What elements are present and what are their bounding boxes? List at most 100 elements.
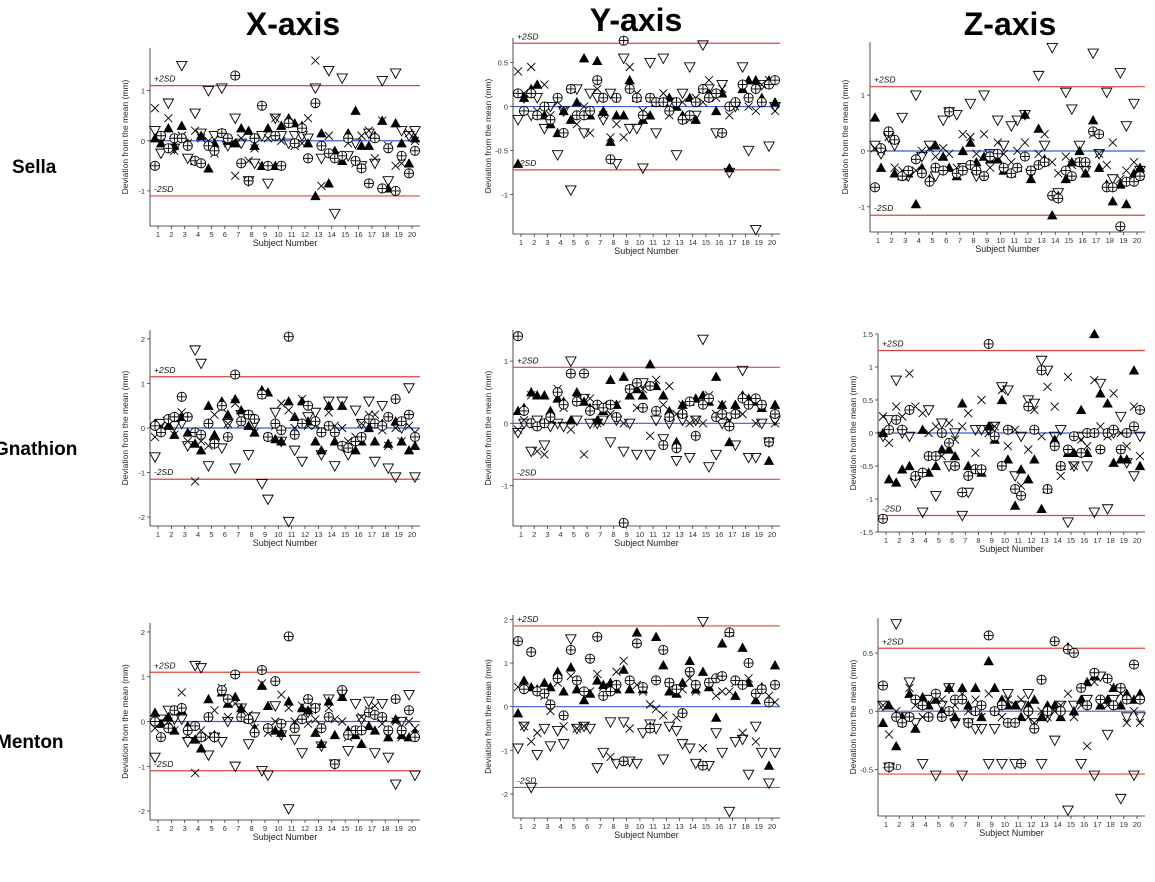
marker-open-triangle	[670, 726, 683, 737]
marker-circled-plus	[1039, 157, 1050, 168]
marker-circled-plus	[869, 182, 881, 193]
marker-filled-triangle	[904, 688, 915, 698]
marker-circled-plus	[743, 399, 754, 410]
marker-open-triangle	[644, 57, 657, 69]
x-tick-label: 19	[1120, 536, 1128, 545]
marker-cross	[658, 89, 668, 98]
marker-filled-triangle	[624, 74, 635, 85]
panel-sella-y-axis: -1-0.500.51 2 3 4 5 6 7 8 9 10 11 12 13 14 15 16 17 18 19 2…	[483, 31, 781, 256]
marker-cross	[619, 132, 629, 142]
x-tick-label: 4	[196, 824, 200, 833]
marker-filled-triangle	[323, 696, 334, 706]
marker-filled-triangle	[363, 720, 375, 731]
marker-cross	[1135, 451, 1145, 461]
marker-cross	[924, 428, 933, 438]
marker-cross	[210, 705, 219, 715]
marker-cross	[1108, 138, 1118, 147]
x-tick-label: 12	[301, 230, 309, 239]
marker-open-triangle	[1032, 70, 1045, 82]
marker-cross	[190, 477, 200, 486]
marker-circled-plus	[877, 680, 889, 691]
marker-circled-plus	[558, 710, 569, 721]
marker-open-triangle	[769, 747, 781, 759]
marker-circled-plus	[283, 631, 294, 642]
marker-circled-plus	[216, 400, 227, 411]
marker-circled-plus	[176, 133, 187, 144]
x-tick-label: 17	[728, 238, 736, 247]
marker-cross	[1063, 689, 1073, 699]
x-tick-label: 11	[288, 230, 296, 239]
marker-circled-plus	[910, 694, 921, 705]
marker-filled-triangle	[697, 666, 709, 676]
marker-cross	[997, 385, 1007, 395]
marker-circled-plus	[552, 673, 563, 684]
marker-filled-triangle	[350, 105, 361, 115]
marker-cross	[625, 724, 635, 733]
marker-filled-triangle	[539, 677, 550, 687]
marker-cross	[297, 701, 307, 711]
marker-filled-triangle	[363, 140, 375, 150]
marker-cross	[284, 703, 294, 713]
marker-filled-triangle	[189, 438, 201, 448]
x-tick-label: 5	[572, 530, 576, 539]
data-points	[149, 631, 421, 815]
marker-open-triangle	[636, 163, 649, 175]
marker-filled-triangle	[356, 738, 367, 749]
marker-filled-triangle	[356, 140, 367, 150]
marker-circled-plus	[944, 106, 955, 117]
marker-circled-plus	[671, 684, 682, 695]
marker-cross	[297, 138, 307, 148]
marker-filled-triangle	[970, 682, 981, 693]
marker-cross	[150, 103, 160, 113]
y-tick-label: -1	[501, 482, 508, 491]
marker-circled-plus	[763, 697, 775, 708]
marker-circled-plus	[243, 409, 254, 420]
marker-filled-triangle	[992, 154, 1003, 164]
marker-open-triangle	[702, 462, 715, 474]
x-tick-label: 8	[976, 820, 980, 829]
marker-filled-triangle	[1015, 464, 1027, 474]
marker-circled-plus	[976, 464, 987, 475]
marker-circled-plus	[637, 110, 648, 121]
marker-circled-plus	[545, 412, 556, 423]
x-tick-label: 20	[408, 824, 416, 833]
marker-circled-plus	[256, 389, 267, 400]
marker-circled-plus	[1049, 441, 1060, 452]
x-tick-label: 2	[890, 236, 894, 245]
marker-filled-triangle	[1093, 162, 1105, 172]
x-tick-label: 15	[341, 230, 349, 239]
marker-open-triangle	[683, 62, 696, 74]
marker-cross	[985, 163, 995, 173]
marker-filled-triangle	[1134, 460, 1146, 471]
marker-cross	[1010, 425, 1020, 435]
marker-circled-plus	[677, 708, 688, 719]
x-tick-label: 10	[997, 236, 1005, 245]
y-tick-label: 0	[141, 718, 145, 727]
x-tick-label: 12	[662, 238, 670, 247]
marker-open-triangle	[309, 407, 322, 419]
marker-open-triangle	[1011, 115, 1024, 127]
marker-open-triangle	[382, 176, 395, 187]
marker-open-triangle	[617, 717, 630, 729]
marker-open-triangle	[1048, 431, 1061, 443]
marker-filled-triangle	[889, 168, 900, 178]
marker-open-triangle	[288, 734, 301, 746]
marker-open-triangle	[288, 445, 301, 457]
marker-circled-plus	[756, 684, 767, 695]
marker-filled-triangle	[256, 680, 268, 690]
marker-filled-triangle	[182, 427, 193, 437]
marker-open-triangle	[525, 782, 538, 794]
marker-open-triangle	[1128, 98, 1140, 110]
y-tick-label: 0	[504, 103, 508, 112]
marker-circled-plus	[390, 694, 401, 705]
marker-open-triangle	[1061, 517, 1074, 529]
marker-circled-plus	[690, 679, 701, 690]
marker-open-triangle	[1061, 805, 1074, 817]
marker-cross	[878, 412, 888, 421]
x-tick-label: 17	[1093, 820, 1101, 829]
x-axis-label: Subject Number	[975, 244, 1040, 254]
marker-circled-plus	[697, 399, 708, 410]
marker-filled-triangle	[769, 660, 781, 670]
x-tick-label: 15	[341, 824, 349, 833]
marker-cross	[770, 419, 780, 428]
